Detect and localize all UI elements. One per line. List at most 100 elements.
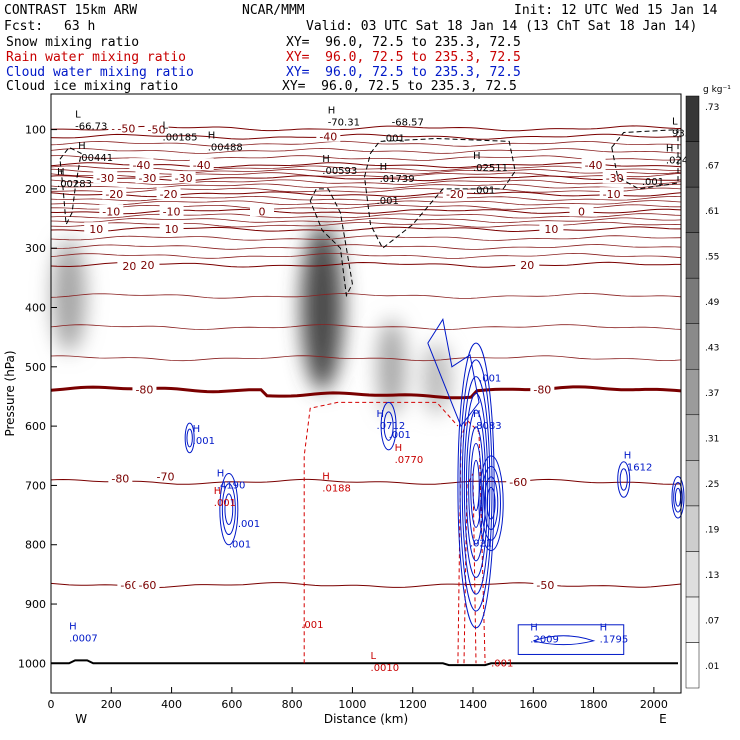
extremum-kind-9: H — [473, 151, 481, 162]
isotherm-label-bg — [599, 187, 624, 200]
isotherm-label: -80 — [135, 383, 153, 396]
isotherm-label: -30 — [606, 172, 624, 185]
colorbar-cell — [685, 505, 700, 552]
colorbar-cell — [685, 186, 700, 233]
cloud-water-main — [457, 342, 495, 629]
isotherm-label-bg — [102, 187, 127, 200]
isotherm-label-bg — [144, 122, 169, 135]
isotherm-label: -30 — [96, 172, 114, 185]
extremum-value-15: .0770 — [395, 455, 424, 466]
cloud-ice-contours — [59, 129, 679, 298]
isotherm-label-bg — [569, 204, 594, 217]
extremum-value-25: .0007 — [69, 633, 98, 644]
ice-contour-2 — [363, 137, 516, 249]
extremum-value-16: .8083 — [473, 421, 502, 432]
isotherm-label: -20 — [446, 188, 464, 201]
isotherm-label: -50 — [148, 124, 166, 137]
isotherm-label: 0 — [578, 205, 585, 218]
x-tick-label: 1200 — [399, 698, 427, 711]
isotherm-label-bg — [117, 578, 142, 591]
colorbar-cell — [685, 596, 700, 643]
isotherm-label-bg — [114, 121, 139, 134]
extremum-kind-5: H — [78, 141, 86, 152]
y-tick-label: 400 — [25, 302, 46, 315]
isotherm-label-bg — [159, 204, 184, 217]
colorbar-label: .01 — [705, 662, 719, 672]
extremum-value-2: .00488 — [208, 142, 243, 153]
colorbar-label: .25 — [705, 480, 719, 490]
isotherm-minor — [50, 324, 682, 331]
cloud-water-main — [472, 459, 480, 512]
isotherm-minor — [50, 179, 682, 185]
isotherm-label: -20 — [160, 188, 178, 201]
y-tick-label: 300 — [25, 242, 46, 255]
x-tick-label: 0 — [48, 698, 55, 711]
y-axis-title: Pressure (hPa) — [3, 350, 17, 436]
isotherm-label-bg — [250, 204, 275, 217]
extremum-value-8: .01739 — [380, 174, 415, 185]
colorbar-cell — [685, 368, 700, 416]
colorbar-label: .61 — [705, 207, 719, 217]
extremum-kind-25: H — [69, 621, 77, 632]
extremum-value-5: .00441 — [78, 153, 113, 164]
colorbar-cell — [685, 95, 700, 142]
rain-contour-0 — [303, 401, 459, 664]
colorbar-label: .49 — [705, 298, 720, 308]
isotherm-label-bg — [515, 257, 540, 270]
extremum-value-7: .00593 — [322, 166, 357, 177]
isotherm-minor — [50, 213, 682, 219]
cloud-water-small — [184, 422, 195, 454]
cloud-water-west — [224, 493, 234, 525]
cloud-water-main — [470, 443, 482, 528]
extremum-value-27: .001 — [491, 658, 513, 669]
cloud-water-lobe — [486, 486, 496, 520]
extremum-kind-0: L — [75, 110, 81, 121]
isotherm--20 — [50, 226, 681, 233]
isotherm-label-bg — [530, 382, 555, 395]
isotherm-label-bg — [135, 171, 160, 184]
ice-contour-1 — [309, 188, 353, 298]
init-time: Init: 12 UTC Wed 15 Jan 14 — [514, 3, 718, 18]
x-tick-label: 1000 — [338, 698, 366, 711]
colorbar-label: .67 — [705, 161, 719, 171]
extremum-value-10: 93.4 — [672, 129, 694, 140]
extremum-value-22: .021 — [470, 539, 492, 550]
east-label: E — [659, 712, 667, 726]
isotherm-label: -80 — [533, 383, 551, 396]
extremum-value-28: .2009 — [530, 635, 559, 646]
forecast-label: Fcst: — [4, 19, 44, 34]
isotherm-label-bg — [533, 578, 558, 591]
extremum-kind-12: H — [193, 424, 201, 435]
isotherm-label-bg — [581, 158, 606, 171]
field-snow-xy: XY= 96.0, 72.5 to 235.3, 72.5 — [286, 35, 521, 50]
y-tick-label: 800 — [25, 539, 46, 552]
isotherm-minor — [50, 221, 682, 228]
cloud-water-upper — [427, 318, 480, 428]
extremum-value-29: .1795 — [600, 635, 629, 646]
cloud-water-west — [219, 473, 239, 546]
isotherm-label-bg — [153, 469, 178, 482]
isotherm-label: 10 — [89, 223, 103, 236]
extremum-value-18: .4190 — [217, 480, 246, 491]
isotherm-label-bg — [171, 171, 196, 184]
extremum-value-23: .1612 — [624, 463, 653, 474]
x-tick-label: 600 — [221, 698, 242, 711]
isotherm-label-bg — [156, 187, 181, 200]
extremum-kind-28: H — [530, 623, 538, 634]
cloud-water-main — [459, 359, 493, 612]
isotherm-minor — [50, 147, 682, 154]
rain-contour-2 — [463, 473, 477, 664]
extremum-value-30: .001 — [377, 196, 399, 207]
field-rain-name: Rain water mixing ratio — [6, 50, 187, 65]
extremum-kind-17: H — [322, 471, 330, 482]
isotherm-label: 10 — [544, 223, 558, 236]
cloud-water-mid — [380, 401, 397, 451]
x-axis-title: Distance (km) — [324, 712, 408, 726]
cloud-water-contours — [184, 318, 685, 655]
cloud-water-legend-box — [517, 624, 625, 655]
extremum-value-17: .0188 — [322, 483, 351, 494]
cloud-water-lobe — [483, 476, 499, 531]
temperature-contours: -80-80-80-70-60-60-60-50-50-50-50-40-40-… — [50, 121, 682, 667]
isotherm-label: -10 — [163, 205, 181, 218]
